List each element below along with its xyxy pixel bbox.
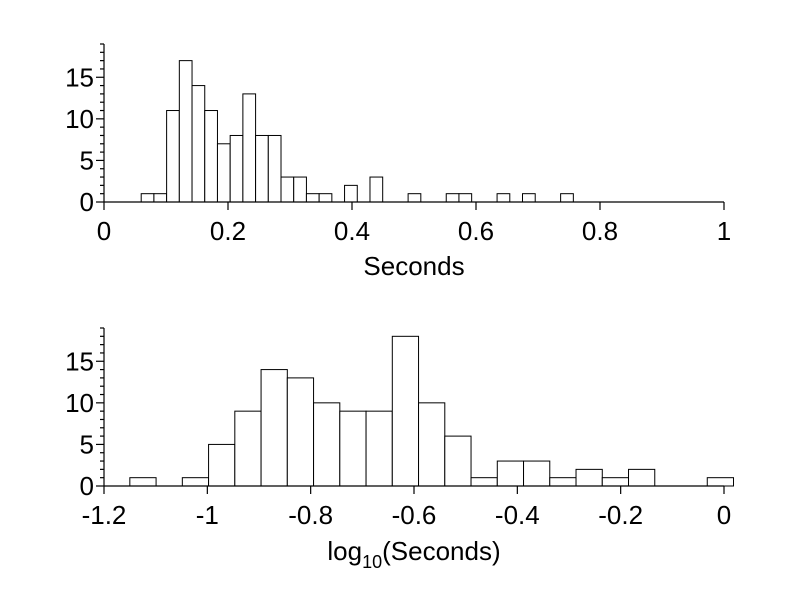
top-bar (242, 93, 257, 203)
bottom-bar (339, 410, 367, 487)
bottom-bar (575, 468, 603, 487)
top-bar (191, 85, 206, 203)
bottom-bar (181, 477, 210, 487)
top-bar (267, 134, 282, 203)
top-x-tick-label: 0 (97, 216, 111, 246)
bottom-x-tick-label: -1.2 (82, 500, 127, 530)
top-bar (178, 60, 193, 203)
bottom-bar (286, 377, 315, 487)
bottom-x-axis-title-rest: (Seconds) (382, 536, 501, 566)
bottom-bar (391, 335, 420, 487)
bottom-y-tick-label: 0 (80, 471, 94, 501)
top-ticks (96, 43, 725, 210)
bottom-bars (129, 335, 735, 487)
top-bar (229, 134, 244, 203)
top-bar (204, 110, 218, 203)
top-y-tick-label: 10 (65, 104, 94, 134)
bottom-x-tick-label: -0.2 (598, 500, 643, 530)
top-x-tick-label: 0.2 (210, 216, 246, 246)
top-y-tick-label: 0 (80, 187, 94, 217)
top-x-axis-title: Seconds (363, 251, 464, 281)
top-bar (458, 193, 473, 203)
bottom-bar (706, 477, 735, 487)
top-bar (216, 143, 231, 203)
top-bar (166, 110, 180, 203)
bottom-x-axis-title: log10(Seconds) (327, 536, 500, 572)
top-x-tick-label: 0.8 (582, 216, 618, 246)
top-y-tick-label: 5 (80, 145, 94, 175)
bottom-y-tick-label: 10 (65, 388, 94, 418)
top-bar (293, 176, 307, 203)
bottom-y-tick-label: 5 (80, 429, 94, 459)
bottom-ticks (96, 327, 725, 494)
bottom-bar (234, 410, 262, 487)
bottom-bar (208, 443, 236, 487)
bottom-x-tick-label: -0.8 (288, 500, 333, 530)
top-x-tick-label: 0.4 (334, 216, 370, 246)
top-bar (305, 193, 320, 203)
top-bar (522, 193, 536, 203)
top-bar (407, 193, 422, 203)
top-bar (445, 193, 460, 203)
top-bar (280, 176, 295, 203)
bottom-tick-labels: -1.2 -1 -0.8 -0.6 -0.4 -0.2 0 0 5 10 15 (65, 346, 731, 530)
top-bar (369, 176, 384, 203)
bottom-x-tick-label: -0.4 (495, 500, 540, 530)
bottom-bar (496, 460, 525, 487)
bottom-x-tick-label: 0 (717, 500, 731, 530)
bottom-y-tick-label: 15 (65, 346, 94, 376)
bottom-bar (549, 477, 577, 487)
bottom-bar (601, 477, 630, 487)
bottom-bar (470, 477, 498, 487)
bottom-bar (260, 369, 288, 487)
top-bar (496, 193, 511, 203)
bottom-bar (313, 402, 341, 487)
top-x-tick-label: 0.6 (458, 216, 494, 246)
bottom-x-tick-label: -1 (196, 500, 219, 530)
bottom-x-axis-title-subscript: 10 (362, 552, 382, 572)
top-axes (103, 44, 724, 203)
bottom-bar (129, 477, 157, 487)
top-bar (560, 193, 574, 203)
bottom-x-tick-label: -0.6 (392, 500, 437, 530)
bottom-bar (523, 460, 551, 487)
top-bar (255, 134, 269, 203)
bottom-bar (418, 402, 446, 487)
top-y-tick-label: 15 (65, 62, 94, 92)
bottom-bar (444, 435, 472, 487)
bottom-x-axis-title-main: log (327, 536, 362, 566)
top-bar (344, 184, 358, 203)
top-bars (140, 60, 574, 203)
bottom-bar (365, 410, 393, 487)
top-x-tick-label: 1 (717, 216, 731, 246)
top-bar (140, 193, 155, 203)
bottom-bar (628, 468, 656, 487)
top-bar (153, 193, 168, 203)
top-bar (318, 193, 333, 203)
